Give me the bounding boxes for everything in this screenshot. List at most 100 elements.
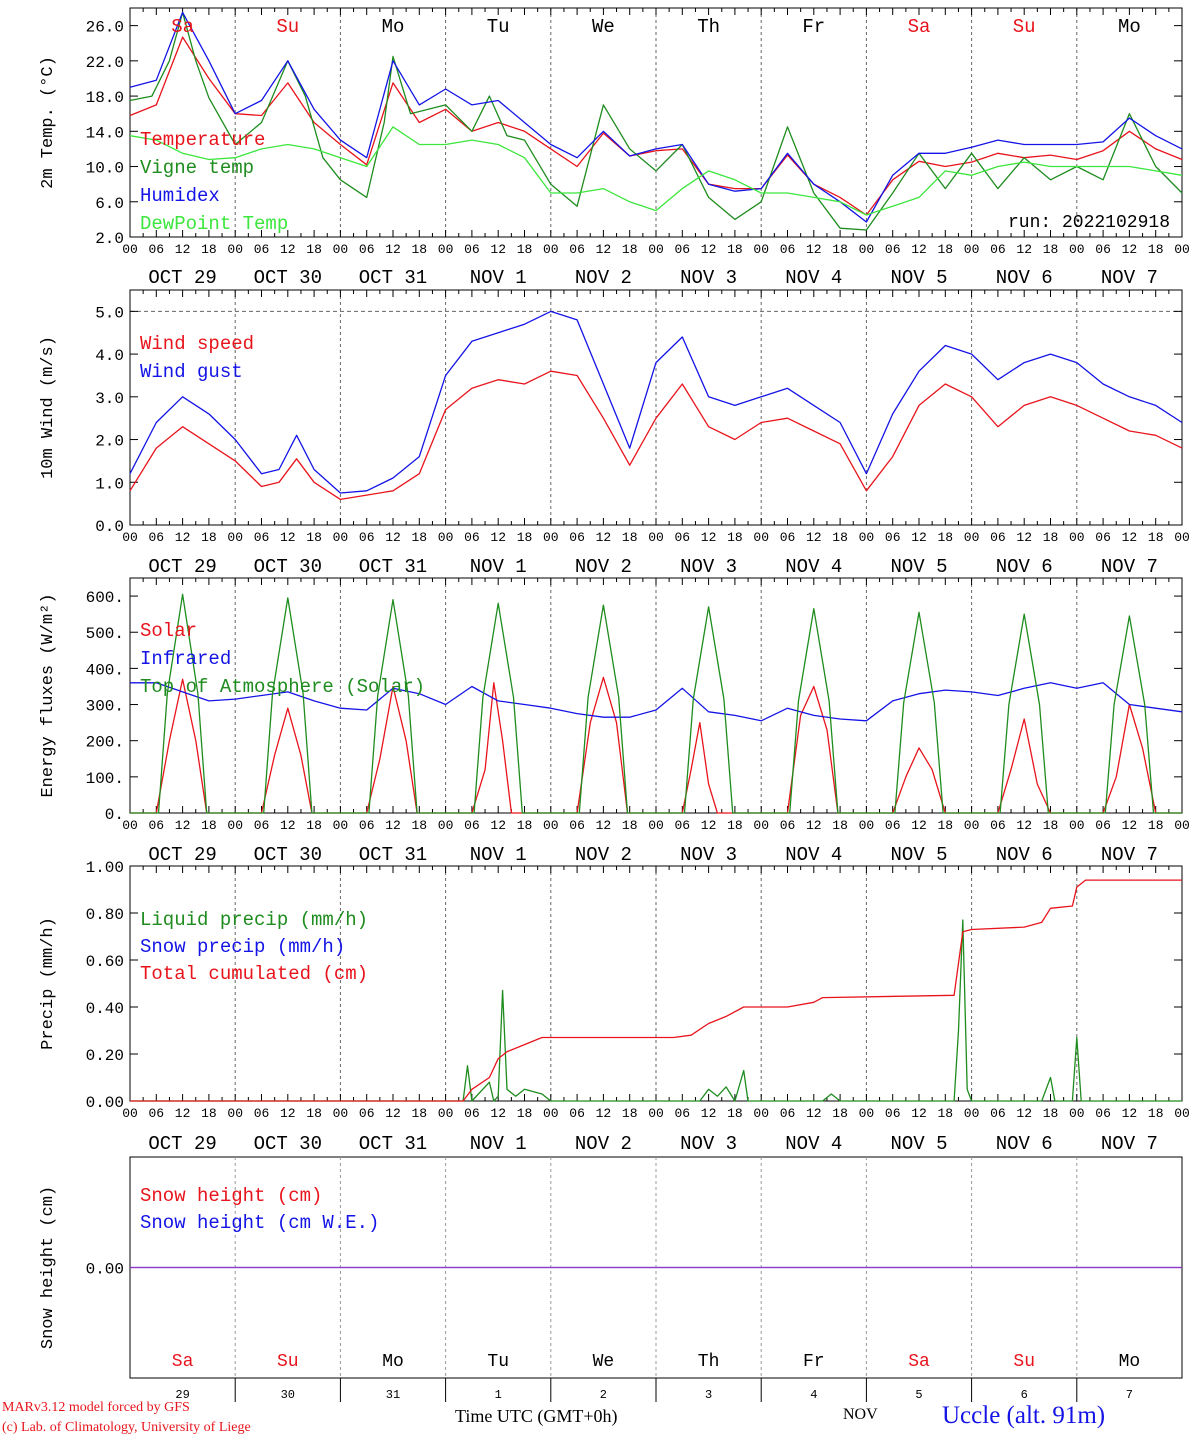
hour-tick-label: 18 (306, 242, 322, 257)
series-line (129, 11, 1183, 223)
hour-tick-label: 12 (1016, 818, 1032, 833)
hour-tick-label: 00 (859, 530, 875, 545)
run-label: run: 2022102918 (1008, 213, 1170, 233)
y-tick-label: 3.0 (95, 390, 124, 408)
series-line (130, 919, 1182, 1102)
hour-tick-label: 00 (964, 530, 980, 545)
weekday-label: Sa (171, 16, 194, 38)
hour-tick-label: 00 (122, 1106, 138, 1121)
hour-tick-label: 18 (727, 1106, 743, 1121)
weekday-label: Th (698, 1352, 720, 1372)
weekday-label: Mo (1119, 1352, 1141, 1372)
hour-tick-label: 00 (859, 1106, 875, 1121)
hour-tick-label: 18 (622, 818, 638, 833)
panel-5: 0.00 Snow height (cm) Snow height (cm) Snow… (39, 1156, 1183, 1402)
weekday-label: Mo (1118, 16, 1141, 38)
series-line (129, 310, 1183, 494)
legend-entry: Vigne temp (140, 157, 254, 179)
y-axis-title: Precip (mm/h) (39, 917, 58, 1050)
hour-tick-label: 12 (596, 818, 612, 833)
hour-tick-label: 00 (122, 242, 138, 257)
hour-tick-label: 18 (1043, 242, 1059, 257)
hour-tick-label: 18 (937, 530, 953, 545)
date-tick-label: OCT 29 (148, 267, 216, 289)
hour-tick-label: 12 (280, 530, 296, 545)
hour-tick-label: 18 (832, 530, 848, 545)
hour-tick-label: 06 (254, 242, 270, 257)
y-tick-label: 0.0 (95, 518, 124, 536)
date-tick-label: NOV 7 (1101, 267, 1158, 289)
legend-entry: Temperature (140, 129, 265, 151)
day-number-label: 30 (281, 1388, 295, 1402)
lab-credit: (c) Lab. of Climatology, University of L… (2, 1420, 251, 1435)
date-tick-label: NOV 7 (1101, 556, 1158, 578)
hour-tick-label: 18 (1148, 1106, 1164, 1121)
legend-entry: Snow height (cm) (140, 1185, 322, 1207)
weekday-label: Sa (908, 1352, 930, 1372)
hour-tick-label: 06 (780, 818, 796, 833)
hour-tick-label: 18 (201, 530, 217, 545)
hour-tick-label: 00 (859, 242, 875, 257)
y-axis-title: 10m Wind (m/s) (39, 336, 58, 479)
hour-tick-label: 18 (622, 242, 638, 257)
hour-tick-label: 18 (201, 818, 217, 833)
weekday-label: Tu (487, 16, 510, 38)
hour-tick-label: 06 (990, 818, 1006, 833)
y-tick-label: 0.00 (86, 1094, 124, 1112)
hour-tick-label: 00 (333, 1106, 349, 1121)
y-tick-label: 300. (86, 698, 124, 716)
day-number-label: 29 (175, 1388, 189, 1402)
hour-tick-label: 12 (1016, 242, 1032, 257)
hour-tick-label: 18 (201, 1106, 217, 1121)
hour-tick-label: 12 (1122, 818, 1138, 833)
hour-tick-label: 18 (517, 242, 533, 257)
hour-tick-label: 00 (859, 818, 875, 833)
date-tick-label: NOV 1 (470, 844, 527, 866)
hour-tick-label: 18 (517, 818, 533, 833)
hour-tick-label: 12 (806, 818, 822, 833)
hour-tick-label: 12 (701, 242, 717, 257)
hour-tick-label: 12 (490, 530, 506, 545)
hour-tick-label: 12 (175, 818, 191, 833)
legend-entry: Liquid precip (mm/h) (140, 909, 368, 931)
hour-tick-label: 18 (517, 530, 533, 545)
day-number-label: 5 (915, 1388, 922, 1402)
legend-entry: Top of Atmosphere (Solar) (140, 676, 425, 698)
y-tick-label: 4.0 (95, 347, 124, 365)
date-tick-label: NOV 1 (470, 556, 527, 578)
hour-tick-label: 18 (1148, 242, 1164, 257)
hour-tick-label: 00 (333, 818, 349, 833)
date-tick-label: NOV 5 (890, 1133, 947, 1155)
hour-tick-label: 18 (201, 242, 217, 257)
date-tick-label: NOV 2 (575, 267, 632, 289)
hour-tick-label: 12 (385, 530, 401, 545)
hour-tick-label: 12 (701, 530, 717, 545)
hour-tick-label: 18 (306, 818, 322, 833)
legend-entry: Snow precip (mm/h) (140, 936, 345, 958)
hour-tick-label: 12 (385, 242, 401, 257)
hour-tick-label: 06 (1095, 530, 1111, 545)
x-axis-title: Time UTC (GMT+0h) (455, 1406, 618, 1426)
weekday-label: Su (276, 16, 299, 38)
hour-tick-label: 00 (333, 530, 349, 545)
y-tick-label: 1.0 (95, 475, 124, 493)
legend-entry: Snow height (cm W.E.) (140, 1212, 379, 1234)
hour-tick-label: 12 (1016, 530, 1032, 545)
hour-tick-label: 12 (280, 1106, 296, 1121)
hour-tick-label: 12 (280, 818, 296, 833)
y-tick-label: 500. (86, 625, 124, 643)
hour-tick-label: 18 (517, 1106, 533, 1121)
date-tick-label: NOV 4 (785, 556, 842, 578)
date-tick-label: NOV 3 (680, 844, 737, 866)
hour-tick-label: 00 (1069, 818, 1085, 833)
day-number-label: 4 (810, 1388, 817, 1402)
hour-tick-label: 18 (1148, 818, 1164, 833)
hour-tick-label: 00 (543, 818, 559, 833)
y-tick-label: 1.00 (86, 859, 124, 877)
date-tick-label: OCT 31 (359, 1133, 427, 1155)
hour-tick-label: 12 (701, 818, 717, 833)
hour-tick-label: 06 (464, 530, 480, 545)
y-tick-label: 600. (86, 589, 124, 607)
legend-entry: Wind speed (140, 333, 254, 355)
